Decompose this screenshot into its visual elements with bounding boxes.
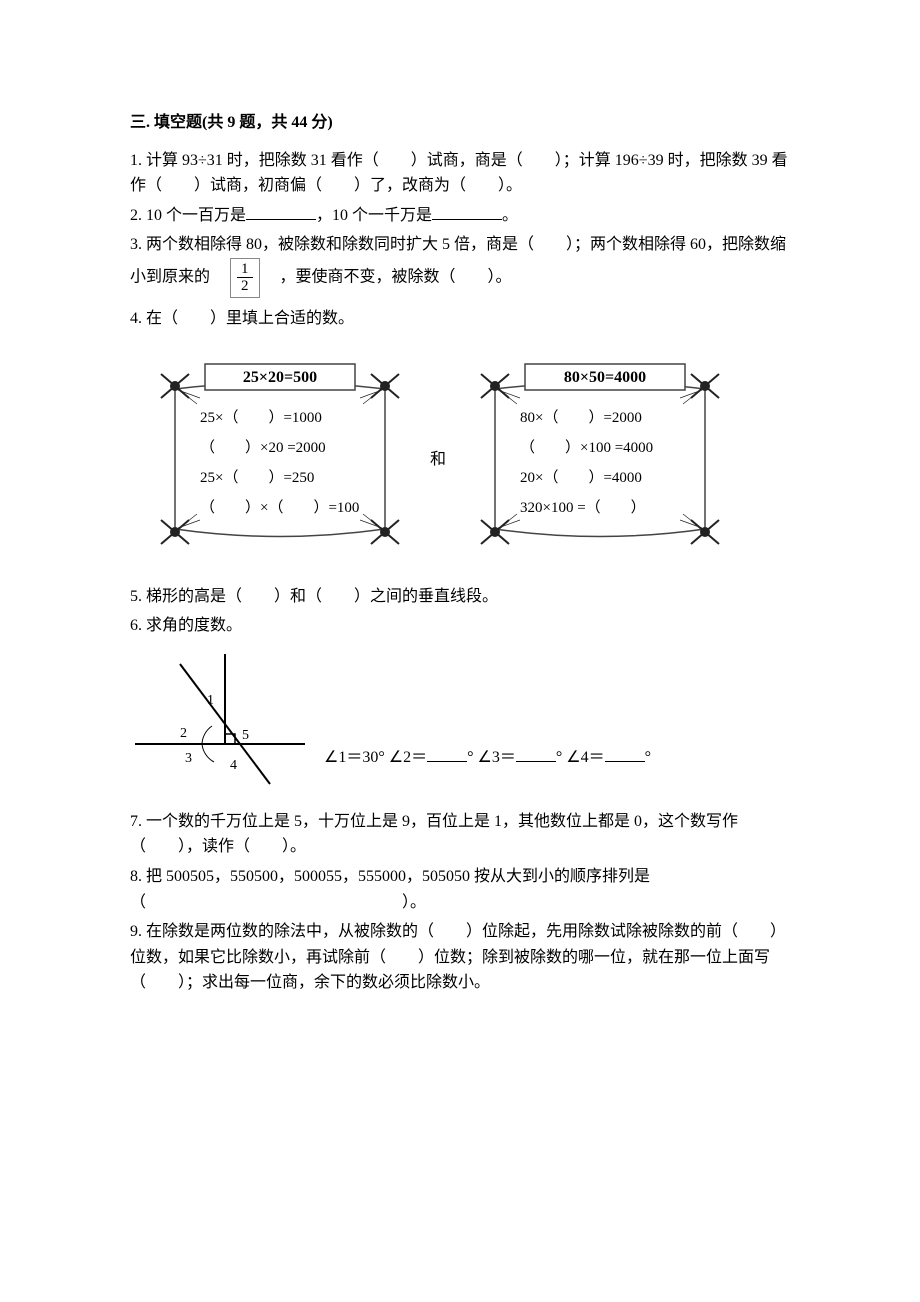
left-title: 25×20=500	[243, 369, 317, 386]
right-l4: 320×100 =（ ）	[520, 499, 646, 516]
question-6: 6. 求角的度数。	[130, 613, 790, 639]
angle-2: 2	[180, 726, 187, 741]
right-scroll: 80×50=4000 80×（ ）=2000 （ ）×100 =4000 20×…	[481, 364, 719, 544]
fraction-1-2: 1 2	[230, 258, 260, 298]
right-l1: 80×（ ）=2000	[520, 409, 642, 426]
scroll-svg: 25×20=500 25×（ ）=1000 （ ）×20 =2000 25×	[130, 344, 780, 574]
question-1: 1. 计算 93÷31 时，把除数 31 看作（ ）试商，商是（ ）；计算 19…	[130, 148, 790, 199]
blank-1	[246, 203, 316, 220]
q2-end: 。	[502, 207, 518, 224]
left-l4: （ ）×（ ）=100	[200, 499, 359, 516]
angle-text-pre: ∠1＝30° ∠2＝	[324, 749, 427, 766]
question-5: 5. 梯形的高是（ ）和（ ）之间的垂直线段。	[130, 584, 790, 610]
angle-1: 1	[207, 693, 214, 708]
question-3: 3. 两个数相除得 80，被除数和除数同时扩大 5 倍，商是（ ）；两个数相除得…	[130, 232, 790, 298]
angle-3: 3	[185, 751, 192, 766]
angle-text-mid2: ° ∠4＝	[556, 749, 605, 766]
question-7: 7. 一个数的千万位上是 5，十万位上是 9，百位上是 1，其他数位上都是 0，…	[130, 809, 790, 860]
q2-mid: ，10 个一千万是	[316, 207, 432, 224]
blank-angle-2	[427, 745, 467, 762]
angle-text-mid1: ° ∠3＝	[467, 749, 516, 766]
left-scroll: 25×20=500 25×（ ）=1000 （ ）×20 =2000 25×	[161, 364, 399, 544]
blank-angle-4	[605, 745, 645, 762]
fraction-den: 2	[237, 278, 253, 295]
angle-svg: 1 2 3 4 5	[130, 649, 320, 789]
angle-diagram-row: 1 2 3 4 5 ∠1＝30° ∠2＝ ° ∠3＝ ° ∠4＝ °	[130, 649, 790, 789]
q2-pre: 2. 10 个一百万是	[130, 207, 246, 224]
right-title: 80×50=4000	[564, 369, 646, 386]
left-l3: 25×（ ）=250	[200, 469, 314, 486]
q3-post: ，要使商不变，被除数（ ）。	[264, 269, 512, 286]
blank-angle-3	[516, 745, 556, 762]
section-title: 三. 填空题(共 9 题，共 44 分)	[130, 110, 790, 136]
question-4: 4. 在（ ）里填上合适的数。	[130, 306, 790, 332]
right-l2: （ ）×100 =4000	[520, 439, 653, 456]
fraction-num: 1	[237, 261, 253, 279]
left-l2: （ ）×20 =2000	[200, 439, 326, 456]
angle-5: 5	[242, 728, 249, 743]
blank-2	[432, 203, 502, 220]
angle-text-end: °	[645, 749, 651, 766]
middle-label: 和	[430, 450, 446, 468]
question-9: 9. 在除数是两位数的除法中，从被除数的（ ）位除起，先用除数试除被除数的前（ …	[130, 919, 790, 996]
scroll-diagrams: 25×20=500 25×（ ）=1000 （ ）×20 =2000 25×	[130, 344, 790, 574]
question-2: 2. 10 个一百万是 ，10 个一千万是 。	[130, 203, 790, 229]
left-l1: 25×（ ）=1000	[200, 409, 322, 426]
angle-4: 4	[230, 758, 237, 773]
question-8: 8. 把 500505，550500，500055，555000，505050 …	[130, 864, 790, 915]
right-l3: 20×（ ）=4000	[520, 469, 642, 486]
